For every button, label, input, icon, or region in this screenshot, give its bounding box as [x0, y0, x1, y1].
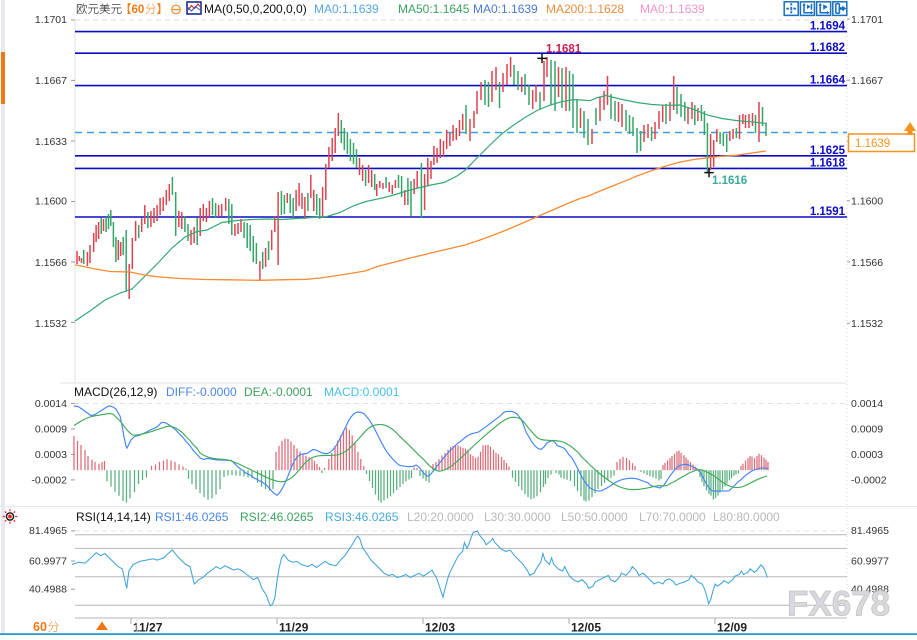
svg-text:81.4965: 81.4965 [851, 525, 889, 537]
svg-text:1.1532: 1.1532 [35, 318, 67, 330]
svg-text:1.1682: 1.1682 [810, 42, 845, 54]
svg-text:0.0003: 0.0003 [35, 449, 67, 461]
svg-text:1.1633: 1.1633 [35, 136, 67, 148]
svg-text:1.1600: 1.1600 [35, 196, 67, 208]
svg-text:1.1694: 1.1694 [810, 21, 846, 33]
svg-text:12/09: 12/09 [717, 621, 747, 635]
svg-text:11/29: 11/29 [279, 621, 309, 635]
svg-text:MA(0,50,0,200,0,0): MA(0,50,0,200,0,0) [204, 2, 307, 16]
svg-text:L20:20.0000: L20:20.0000 [407, 510, 474, 524]
svg-text:MACD(26,12,9): MACD(26,12,9) [74, 385, 157, 399]
svg-text:MA0:1.1639: MA0:1.1639 [640, 2, 705, 16]
svg-text:1.1566: 1.1566 [35, 257, 67, 269]
svg-text:1.1664: 1.1664 [810, 75, 846, 87]
svg-text:1.1532: 1.1532 [851, 318, 883, 330]
svg-text:1.1701: 1.1701 [35, 14, 67, 26]
svg-text:MACD:0.0001: MACD:0.0001 [324, 385, 400, 399]
svg-text:1.1616: 1.1616 [712, 175, 747, 187]
svg-text:RSI(14,14,14): RSI(14,14,14) [76, 510, 151, 524]
svg-text:12/05: 12/05 [571, 621, 601, 635]
svg-text:1.1681: 1.1681 [546, 44, 582, 56]
svg-text:0.0009: 0.0009 [35, 424, 67, 436]
svg-text:FX678: FX678 [787, 585, 890, 624]
svg-text:1.1639: 1.1639 [855, 138, 890, 150]
svg-text:40.4988: 40.4988 [851, 584, 889, 596]
svg-text:0.0014: 0.0014 [851, 398, 883, 410]
svg-text:1.1701: 1.1701 [851, 14, 883, 26]
svg-text:12/03: 12/03 [425, 621, 455, 635]
svg-text:1.1566: 1.1566 [851, 257, 883, 269]
svg-text:-0.0002: -0.0002 [851, 475, 887, 487]
svg-text:DIFF:-0.0000: DIFF:-0.0000 [166, 385, 237, 399]
svg-text:1.1667: 1.1667 [35, 75, 67, 87]
svg-text:1.1591: 1.1591 [810, 206, 846, 218]
svg-text:MA0:1.1639: MA0:1.1639 [473, 2, 538, 16]
svg-text:L30:30.0000: L30:30.0000 [484, 510, 551, 524]
svg-text:60.9977: 60.9977 [29, 555, 67, 567]
svg-text:1.1667: 1.1667 [851, 75, 883, 87]
svg-text:60.9977: 60.9977 [851, 555, 889, 567]
svg-text:RSI2:46.0265: RSI2:46.0265 [240, 510, 314, 524]
svg-text:60: 60 [33, 620, 47, 634]
svg-text:RSI3:46.0265: RSI3:46.0265 [325, 510, 399, 524]
svg-text:L50:50.0000: L50:50.0000 [561, 510, 628, 524]
svg-text:1.1618: 1.1618 [810, 157, 846, 169]
svg-text:L70:70.0000: L70:70.0000 [639, 510, 706, 524]
svg-text:0.0003: 0.0003 [851, 449, 883, 461]
svg-text:1.1625: 1.1625 [810, 145, 846, 157]
svg-text:1.1600: 1.1600 [851, 196, 883, 208]
svg-text:60: 60 [132, 4, 145, 16]
svg-text:81.4965: 81.4965 [29, 525, 67, 537]
svg-text:DEA:-0.0001: DEA:-0.0001 [244, 385, 313, 399]
svg-text:RSI1:46.0265: RSI1:46.0265 [155, 510, 229, 524]
svg-text:MA50:1.1645: MA50:1.1645 [398, 2, 470, 16]
svg-text:MA200:1.1628: MA200:1.1628 [546, 2, 624, 16]
svg-text:L80:80.0000: L80:80.0000 [713, 510, 780, 524]
svg-text:40.4988: 40.4988 [29, 584, 67, 596]
svg-text:0.0009: 0.0009 [851, 424, 883, 436]
svg-text:-0.0002: -0.0002 [31, 475, 67, 487]
svg-text:11/27: 11/27 [133, 621, 163, 635]
svg-text:MA0:1.1639: MA0:1.1639 [314, 2, 379, 16]
svg-text:0.0014: 0.0014 [35, 398, 67, 410]
